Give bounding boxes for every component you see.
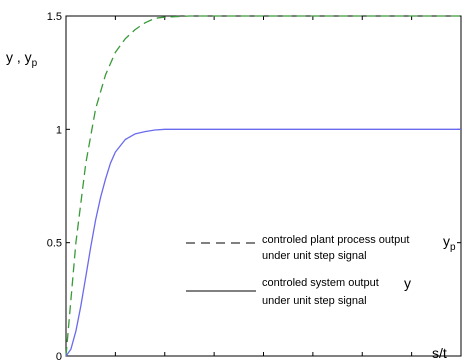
legend-label-system: controled system output <box>262 277 379 289</box>
y-tick-label: 0.5 <box>47 238 62 250</box>
y-axis-label-main: y , y <box>6 49 32 65</box>
y-axis-label-sub: p <box>32 58 38 69</box>
series-line-system-output <box>65 128 461 357</box>
series-layer <box>65 15 461 357</box>
y-tick-label: 0 <box>56 351 62 361</box>
legend-symbol-system: y <box>404 275 411 291</box>
y-axis-label: y , yp <box>6 49 38 69</box>
x-axis-label: s/t <box>432 345 447 361</box>
y-tick-label: 1 <box>56 124 62 136</box>
y-axis-ticks: 0 0.5 1 1.5 <box>47 11 461 361</box>
legend-symbol-plant: yp <box>443 233 456 253</box>
y-tick-label: 1.5 <box>47 11 62 23</box>
legend-label-plant-line2: under unit step signal <box>262 250 367 262</box>
series-line-plant-output <box>65 15 461 357</box>
legend-label-system-line2: under unit step signal <box>262 295 367 307</box>
legend-label-plant: controled plant process output <box>262 234 409 246</box>
plot-area <box>65 15 462 357</box>
legend: controled plant process output yp under … <box>186 233 456 307</box>
